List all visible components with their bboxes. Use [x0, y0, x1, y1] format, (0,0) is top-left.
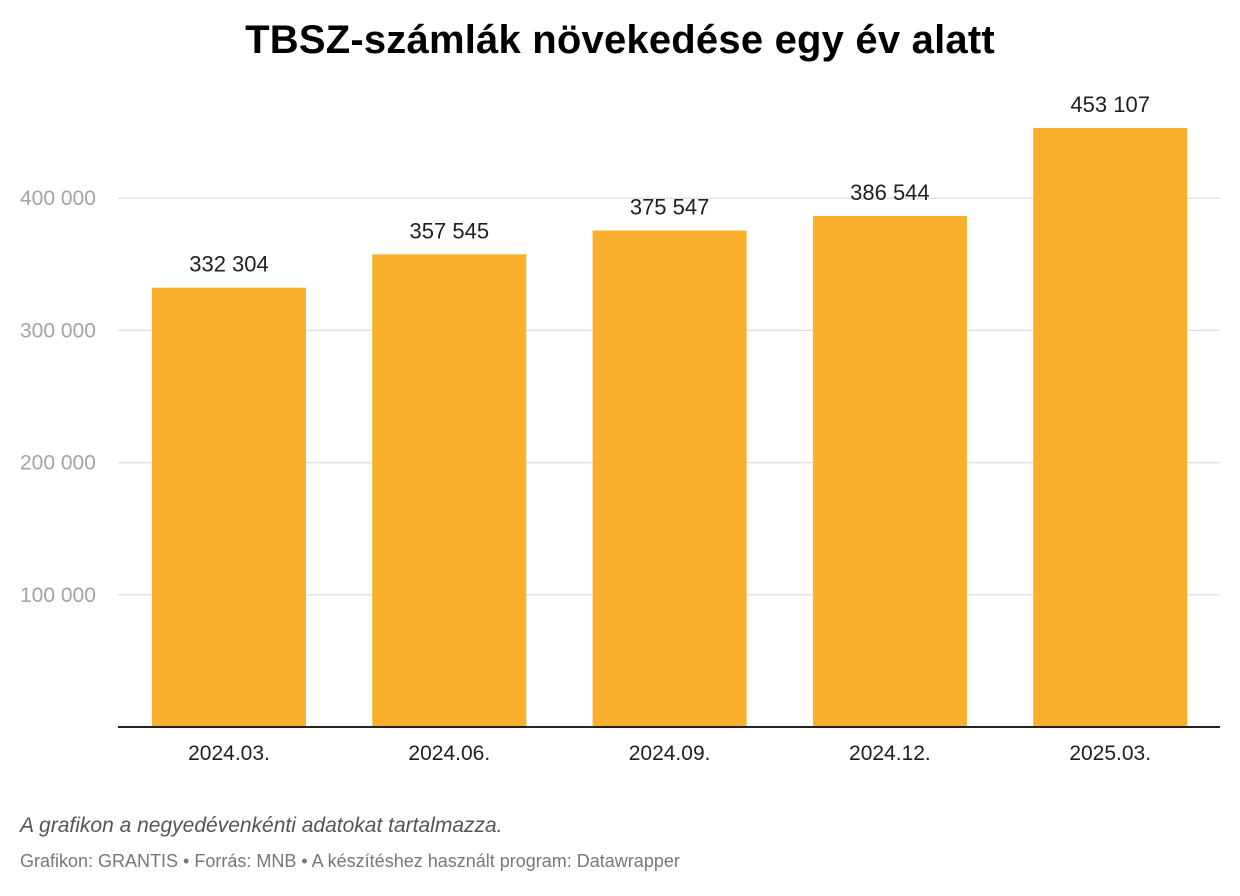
- x-tick-label: 2025.03.: [1069, 742, 1151, 765]
- bar: [812, 215, 967, 728]
- y-tick-label: 300 000: [20, 319, 96, 342]
- bar-value-label: 357 545: [410, 218, 490, 243]
- bar-value-label: 453 107: [1070, 92, 1150, 117]
- bar: [372, 254, 527, 727]
- y-tick-label: 400 000: [20, 187, 96, 210]
- bar: [152, 287, 306, 727]
- bar-value-label: 375 547: [630, 195, 710, 220]
- bar-value-label: 332 304: [189, 252, 269, 277]
- bar: [1033, 128, 1188, 727]
- bar-chart: 100 000 200 000 300 000 400 000 332 304 357 …: [20, 92, 1220, 765]
- bar-value-label: 386 544: [850, 180, 930, 205]
- chart-footer: Grafikon: GRANTIS • Forrás: MNB • A kész…: [20, 851, 680, 871]
- x-axis: 2024.03. 2024.06. 2024.09. 2024.12. 2025.03.: [118, 726, 1220, 765]
- x-tick-label: 2024.06.: [408, 742, 490, 765]
- x-tick-label: 2024.09.: [629, 742, 711, 765]
- chart-description: A grafikon a negyedévenkénti adatokat ta…: [20, 814, 503, 837]
- chart-title: TBSZ-számlák növekedése egy év alatt: [245, 18, 995, 62]
- y-tick-label: 200 000: [20, 452, 96, 475]
- x-tick-label: 2024.12.: [849, 742, 931, 765]
- x-tick-label: 2024.03.: [188, 742, 270, 765]
- y-tick-label: 100 000: [20, 584, 96, 607]
- bars: 332 304 357 545 375 547 386 544 453 107: [152, 92, 1188, 728]
- bar: [592, 230, 747, 727]
